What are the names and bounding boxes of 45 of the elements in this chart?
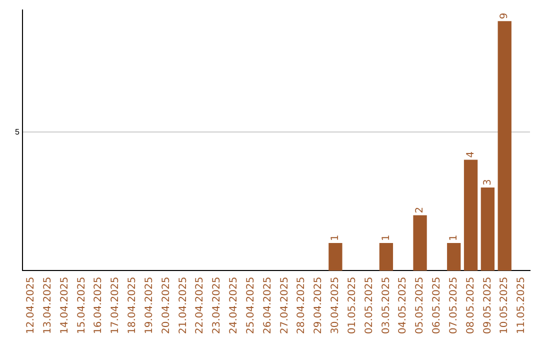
x-tick-label: 26.04.2025 — [262, 276, 274, 334]
x-tick-label: 07.05.2025 — [448, 276, 460, 334]
data-label: 9 — [499, 12, 510, 20]
x-tick-label: 06.05.2025 — [432, 276, 443, 334]
x-tick-label: 03.05.2025 — [380, 276, 392, 334]
x-tick-label: 08.05.2025 — [465, 276, 476, 334]
x-tick-label: 29.04.2025 — [313, 276, 324, 334]
x-tick-label: 02.05.2025 — [364, 276, 375, 334]
x-tick-label: 15.04.2025 — [76, 276, 88, 334]
x-tick-label: 13.04.2025 — [42, 276, 54, 334]
x-tick-label: 30.04.2025 — [330, 276, 342, 334]
data-label: 1 — [330, 234, 342, 242]
bar — [379, 243, 394, 271]
x-tick-label: 23.04.2025 — [212, 276, 223, 334]
bar — [480, 188, 495, 271]
data-label: 2 — [414, 206, 426, 214]
bar — [464, 160, 478, 271]
x-tick-label: 19.04.2025 — [144, 276, 155, 334]
x-tick-label: 27.04.2025 — [279, 276, 290, 334]
bar — [413, 215, 427, 271]
x-tick-label: 24.04.2025 — [228, 276, 240, 334]
x-tick-label: 16.04.2025 — [93, 276, 104, 334]
x-tick-label: 28.04.2025 — [296, 276, 308, 334]
data-label: 1 — [380, 234, 392, 242]
x-tick-label: 17.04.2025 — [110, 276, 122, 334]
data-label: 1 — [448, 234, 460, 242]
x-tick-label: 01.05.2025 — [346, 276, 358, 334]
bar — [447, 243, 461, 271]
x-tick-label: 04.05.2025 — [398, 276, 409, 334]
data-label: 3 — [482, 179, 494, 186]
data-label: 4 — [465, 151, 476, 158]
x-tick-label: 11.05.2025 — [516, 276, 528, 334]
x-tick-label: 20.04.2025 — [160, 276, 172, 334]
x-tick-label: 14.04.2025 — [59, 276, 70, 334]
x-tick-label: 10.05.2025 — [499, 276, 510, 334]
x-tick-label: 25.04.2025 — [245, 276, 256, 334]
x-tick-label: 12.04.2025 — [26, 276, 36, 334]
x-tick-label: 22.04.2025 — [194, 276, 206, 334]
y-tick-label: 5 — [14, 127, 20, 136]
bar — [328, 243, 342, 271]
x-tick-label: 05.05.2025 — [414, 276, 426, 334]
x-tick-label: 21.04.2025 — [178, 276, 189, 334]
x-tick-label: 18.04.2025 — [127, 276, 138, 334]
x-tick-label: 09.05.2025 — [482, 276, 494, 334]
bar — [498, 21, 512, 271]
